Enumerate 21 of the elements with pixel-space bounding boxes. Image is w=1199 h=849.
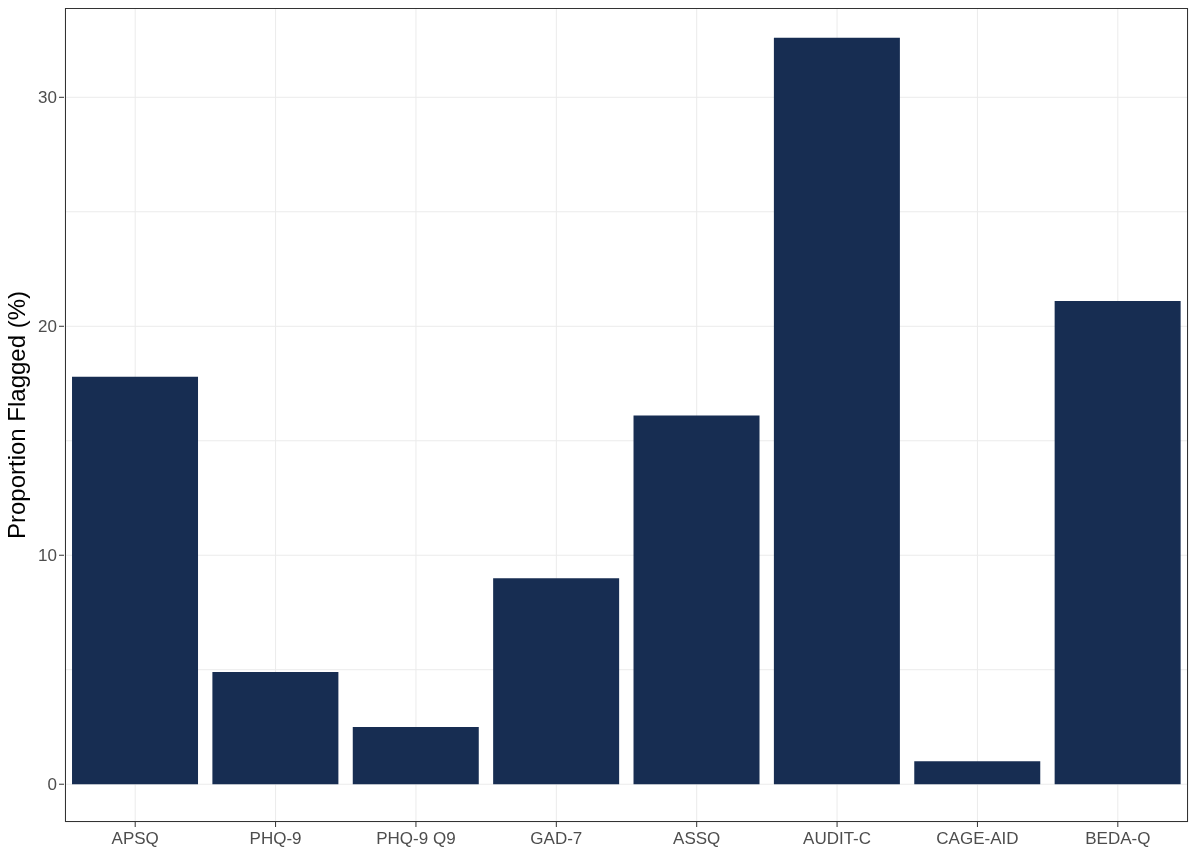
y-tick-label: 30	[38, 88, 57, 108]
bar	[914, 761, 1041, 785]
x-tick-label: GAD-7	[530, 829, 583, 848]
bar	[352, 726, 479, 785]
y-tick-label: 20	[38, 317, 57, 337]
y-tick-label: 10	[38, 546, 57, 566]
bar	[493, 578, 620, 785]
bar	[212, 672, 339, 785]
y-axis-title: Proportion Flagged (%)	[2, 290, 30, 540]
x-tick-label: BEDA-Q	[1085, 829, 1151, 848]
x-tick-label: ASSQ	[673, 829, 721, 848]
x-tick-label: PHQ-9	[249, 829, 302, 848]
bar	[72, 376, 199, 785]
x-tick-label: AUDIT-C	[803, 829, 872, 848]
y-tick-label: 0	[47, 775, 57, 795]
bar	[1054, 301, 1181, 785]
x-tick-label: PHQ-9 Q9	[376, 829, 456, 848]
bar	[773, 37, 900, 785]
x-tick-label: APSQ	[111, 829, 159, 848]
bar	[633, 415, 760, 785]
x-tick-label: CAGE-AID	[936, 829, 1019, 848]
